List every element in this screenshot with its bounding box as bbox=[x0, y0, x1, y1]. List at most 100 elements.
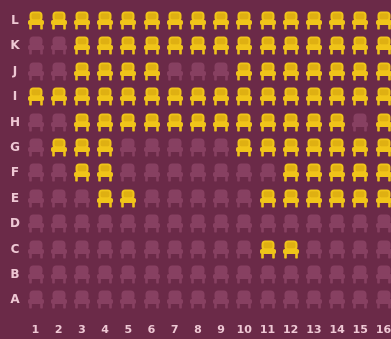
seat-F14-available[interactable] bbox=[329, 163, 346, 182]
seat-E5-available[interactable] bbox=[120, 189, 137, 208]
seat-L10-available[interactable] bbox=[236, 11, 253, 30]
seat-K8-available[interactable] bbox=[189, 36, 206, 55]
seat-I12-available[interactable] bbox=[282, 87, 299, 106]
seat-I14-available[interactable] bbox=[329, 87, 346, 106]
seat-G4-available[interactable] bbox=[97, 138, 114, 157]
seat-G14-available[interactable] bbox=[329, 138, 346, 157]
chair-icon bbox=[73, 189, 90, 208]
seat-I9-available[interactable] bbox=[213, 87, 230, 106]
seat-L16-available[interactable] bbox=[375, 11, 391, 30]
seat-H11-available[interactable] bbox=[259, 113, 276, 132]
seat-F12-available[interactable] bbox=[282, 163, 299, 182]
seat-L2-available[interactable] bbox=[50, 11, 67, 30]
seat-J14-available[interactable] bbox=[329, 62, 346, 81]
seat-E11-available[interactable] bbox=[259, 189, 276, 208]
seat-H4-available[interactable] bbox=[97, 113, 114, 132]
seat-K4-available[interactable] bbox=[97, 36, 114, 55]
seat-K12-available[interactable] bbox=[282, 36, 299, 55]
seat-G2-available[interactable] bbox=[50, 138, 67, 157]
seat-J16-available[interactable] bbox=[375, 62, 391, 81]
seat-L8-available[interactable] bbox=[189, 11, 206, 30]
seat-J11-available[interactable] bbox=[259, 62, 276, 81]
seat-H9-available[interactable] bbox=[213, 113, 230, 132]
seat-F4-available[interactable] bbox=[97, 163, 114, 182]
seat-L15-available[interactable] bbox=[352, 11, 369, 30]
seat-K15-available[interactable] bbox=[352, 36, 369, 55]
seat-I16-available[interactable] bbox=[375, 87, 391, 106]
seat-J4-available[interactable] bbox=[97, 62, 114, 81]
seat-H8-available[interactable] bbox=[189, 113, 206, 132]
seat-I5-available[interactable] bbox=[120, 87, 137, 106]
seat-E13-available[interactable] bbox=[305, 189, 322, 208]
seat-J13-available[interactable] bbox=[305, 62, 322, 81]
seat-I1-available[interactable] bbox=[27, 87, 44, 106]
seat-F15-available[interactable] bbox=[352, 163, 369, 182]
seat-G10-available[interactable] bbox=[236, 138, 253, 157]
seat-L13-available[interactable] bbox=[305, 11, 322, 30]
seat-G13-available[interactable] bbox=[305, 138, 322, 157]
seat-G3-available[interactable] bbox=[73, 138, 90, 157]
seat-F3-available[interactable] bbox=[73, 163, 90, 182]
seat-E15-available[interactable] bbox=[352, 189, 369, 208]
seat-J3-available[interactable] bbox=[73, 62, 90, 81]
seat-K13-available[interactable] bbox=[305, 36, 322, 55]
seat-L7-available[interactable] bbox=[166, 11, 183, 30]
seat-H12-available[interactable] bbox=[282, 113, 299, 132]
seat-H5-available[interactable] bbox=[120, 113, 137, 132]
seat-K14-available[interactable] bbox=[329, 36, 346, 55]
seat-I4-available[interactable] bbox=[97, 87, 114, 106]
seat-J5-available[interactable] bbox=[120, 62, 137, 81]
seat-K7-available[interactable] bbox=[166, 36, 183, 55]
seat-L4-available[interactable] bbox=[97, 11, 114, 30]
seat-L6-available[interactable] bbox=[143, 11, 160, 30]
seat-I6-available[interactable] bbox=[143, 87, 160, 106]
seat-L1-available[interactable] bbox=[27, 11, 44, 30]
seat-L12-available[interactable] bbox=[282, 11, 299, 30]
seat-J12-available[interactable] bbox=[282, 62, 299, 81]
seat-L14-available[interactable] bbox=[329, 11, 346, 30]
seat-L9-available[interactable] bbox=[213, 11, 230, 30]
seat-I15-available[interactable] bbox=[352, 87, 369, 106]
seat-K3-available[interactable] bbox=[73, 36, 90, 55]
seat-K6-available[interactable] bbox=[143, 36, 160, 55]
seat-H6-available[interactable] bbox=[143, 113, 160, 132]
seat-E16-available[interactable] bbox=[375, 189, 391, 208]
seat-G16-available[interactable] bbox=[375, 138, 391, 157]
seat-J10-available[interactable] bbox=[236, 62, 253, 81]
seat-H14-available[interactable] bbox=[329, 113, 346, 132]
row-label-G: G bbox=[10, 140, 20, 154]
seat-I3-available[interactable] bbox=[73, 87, 90, 106]
seat-H16-available[interactable] bbox=[375, 113, 391, 132]
seat-H7-available[interactable] bbox=[166, 113, 183, 132]
seat-G12-available[interactable] bbox=[282, 138, 299, 157]
seat-D6-taken bbox=[143, 214, 160, 233]
seat-F16-available[interactable] bbox=[375, 163, 391, 182]
seat-C11-available[interactable] bbox=[259, 240, 276, 259]
seat-C12-available[interactable] bbox=[282, 240, 299, 259]
seat-G11-available[interactable] bbox=[259, 138, 276, 157]
seat-I13-available[interactable] bbox=[305, 87, 322, 106]
seat-E12-available[interactable] bbox=[282, 189, 299, 208]
seat-H13-available[interactable] bbox=[305, 113, 322, 132]
seat-K16-available[interactable] bbox=[375, 36, 391, 55]
seat-I11-available[interactable] bbox=[259, 87, 276, 106]
seat-J15-available[interactable] bbox=[352, 62, 369, 81]
seat-G15-available[interactable] bbox=[352, 138, 369, 157]
seat-H3-available[interactable] bbox=[73, 113, 90, 132]
seat-I2-available[interactable] bbox=[50, 87, 67, 106]
seat-J6-available[interactable] bbox=[143, 62, 160, 81]
seat-F13-available[interactable] bbox=[305, 163, 322, 182]
seat-K10-available[interactable] bbox=[236, 36, 253, 55]
seat-L5-available[interactable] bbox=[120, 11, 137, 30]
seat-E14-available[interactable] bbox=[329, 189, 346, 208]
seat-L11-available[interactable] bbox=[259, 11, 276, 30]
seat-E4-available[interactable] bbox=[97, 189, 114, 208]
seat-K5-available[interactable] bbox=[120, 36, 137, 55]
seat-I7-available[interactable] bbox=[166, 87, 183, 106]
seat-I8-available[interactable] bbox=[189, 87, 206, 106]
seat-K11-available[interactable] bbox=[259, 36, 276, 55]
seat-K9-available[interactable] bbox=[213, 36, 230, 55]
seat-H10-available[interactable] bbox=[236, 113, 253, 132]
seat-I10-available[interactable] bbox=[236, 87, 253, 106]
seat-L3-available[interactable] bbox=[73, 11, 90, 30]
